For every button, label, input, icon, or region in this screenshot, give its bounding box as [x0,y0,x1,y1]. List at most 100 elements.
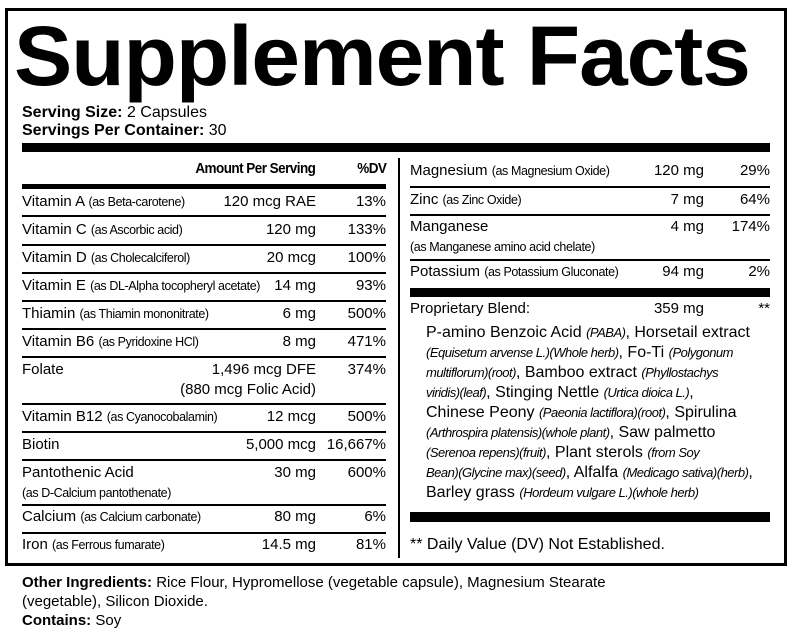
nutrient-source: (as Manganese amino acid chelate) [410,240,595,254]
nutrient-name-text: Vitamin B6 [22,333,95,350]
nutrient-name: Vitamin B6 (as Pyridoxine HCl) [22,331,199,353]
nutrient-dv: 500% [347,408,386,425]
nutrient-source: (as DL-Alpha tocopheryl acetate) [90,279,261,293]
label-title: Supplement Facts [14,9,751,103]
ingredient-botanical: (Arthrospira platensis)(whole plant) [426,425,610,440]
nutrient-dv: 2% [748,263,770,280]
nutrient-amount: 14 mg [274,277,316,294]
thick-divider-blend [410,288,770,297]
thick-divider-bottom [410,512,770,522]
row-rule [410,214,770,216]
servings-per-container: Servings Per Container: 30 [22,122,227,140]
blend-amount: 359 mg [653,300,704,317]
ingredient-name: , Horsetail extract [625,324,750,341]
nutrient-name-text: Potassium [410,263,481,280]
nutrient-name-text: Manganese [410,218,489,235]
contains-value: Soy [95,612,122,629]
ingredient-botanical: (Polygonum [668,345,734,360]
column-divider [398,158,400,558]
nutrient-name: Vitamin C (as Ascorbic acid) [22,219,183,241]
nutrient-dv: 374% [347,361,386,378]
nutrient-name-text: Calcium [22,508,77,525]
nutrient-amount: 120 mg [265,221,316,238]
ingredient-name: , Alfalfa [565,464,623,481]
footnote: ** Daily Value (DV) Not Established. [410,536,665,553]
nutrient-source: (as Magnesium Oxide) [491,164,610,178]
ingredient-botanical: (Hordeum vulgare L.)(whole herb) [519,485,699,500]
nutrient-amount: 30 mg [274,464,316,481]
row-rule [22,504,386,506]
nutrient-name-text: Folate [22,361,64,378]
nutrient-name: Calcium (as Calcium carbonate) [22,506,201,528]
ingredient-name: , Saw palmetto [609,424,716,441]
ingredient-name: , Plant sterols [546,444,648,461]
nutrient-amount: 20 mcg [266,249,316,266]
nutrient-name-text: Vitamin C [22,221,87,238]
nutrient-amount: 12 mcg [266,408,316,425]
thick-divider-top [22,143,770,152]
nutrient-name-text: Vitamin A [22,193,85,210]
ingredient-botanical: viridis)(leaf) [426,385,487,400]
row-rule [410,259,770,261]
ingredient-name: , Spirulina [665,404,737,421]
row-rule [22,431,386,433]
nutrient-source: (as Cyanocobalamin) [106,410,218,424]
serving-size: Serving Size: 2 Capsules [22,104,207,122]
blend-ingredient-line: Bean)(Glycine max)(seed), Alfalfa (Medic… [426,463,753,483]
other-ingredients: Other Ingredients: Rice Flour, Hypromell… [22,573,606,592]
nutrient-row: Vitamin B12 (as Cyanocobalamin) 12 mcg 500… [22,406,386,430]
ingredient-name: Chinese Peony [426,404,539,421]
servings-per-container-label: Servings Per Container: [22,122,205,139]
ingredient-botanical: (Urtica dioica L.) [603,385,690,400]
ingredient-botanical: (Phyllostachys [641,365,719,380]
label-border [5,8,787,566]
ingredient-name: Barley grass [426,484,520,501]
nutrient-name-text: Pantothenic Acid [22,464,134,481]
nutrient-row: Vitamin A (as Beta-carotene) 120 mcg RAE 1… [22,191,386,215]
blend-ingredient-line: P-amino Benzoic Acid (PABA), Horsetail e… [426,323,750,343]
row-rule [22,356,386,358]
ingredient-botanical: (Equisetum arvense L.)(Whole herb) [426,345,619,360]
nutrient-name-text: Vitamin E [22,277,86,294]
nutrient-row: Vitamin C (as Ascorbic acid) 120 mg 133% [22,219,386,243]
nutrient-source: (as Thiamin mononitrate) [79,307,210,321]
row-rule [22,244,386,246]
nutrient-name: Iron (as Ferrous fumarate) [22,534,165,556]
nutrient-name: Pantothenic Acid [22,462,134,484]
nutrient-name-text: Biotin [22,436,60,453]
nutrient-amount: 120 mg [653,162,704,179]
row-rule [22,272,386,274]
nutrient-row: Vitamin B6 (as Pyridoxine HCl) 8 mg 471% [22,331,386,355]
nutrient-name: Vitamin A (as Beta-carotene) [22,191,185,213]
row-rule [22,403,386,405]
other-ingredients-text-1: Rice Flour, Hypromellose (vegetable caps… [156,574,606,591]
nutrient-dv: 93% [355,277,386,294]
blend-ingredient-line: multiflorum)(root), Bamboo extract (Phyl… [426,363,719,383]
blend-dv: ** [758,300,770,317]
nutrient-source: (as Beta-carotene) [88,195,185,209]
nutrient-amount-detail: (880 mcg Folic Acid) [180,381,316,398]
ingredient-botanical: multiflorum)(root) [426,365,516,380]
ingredient-botanical: Bean)(Glycine max)(seed) [426,465,566,480]
nutrient-amount: 80 mg [274,508,316,525]
nutrient-name-text: Zinc [410,191,439,208]
serving-size-label: Serving Size: [22,104,123,121]
nutrient-row: Pantothenic Acid (as D-Calcium pantothena… [22,462,386,500]
row-rule [22,300,386,302]
row-rule [22,532,386,534]
nutrient-name: Manganese [410,216,488,238]
blend-ingredient-line: (Equisetum arvense L.)(Whole herb), Fo-T… [426,343,733,363]
nutrient-row: Thiamin (as Thiamin mononitrate) 6 mg 500% [22,303,386,327]
ingredient-botanical: (PABA) [586,325,626,340]
nutrient-name: Vitamin B12 (as Cyanocobalamin) [22,406,218,428]
nutrient-dv: 600% [347,464,386,481]
nutrient-dv: 16,667% [326,436,386,453]
nutrient-row: Vitamin E (as DL-Alpha tocopheryl acetat… [22,275,386,299]
ingredient-botanical: (Medicago sativa)(herb) [622,465,749,480]
ingredient-name: , Fo-Ti [618,344,669,361]
nutrient-dv: 64% [739,191,770,208]
nutrient-dv: 13% [355,193,386,210]
nutrient-name: Biotin [22,434,60,456]
nutrient-name-text: Vitamin B12 [22,408,103,425]
